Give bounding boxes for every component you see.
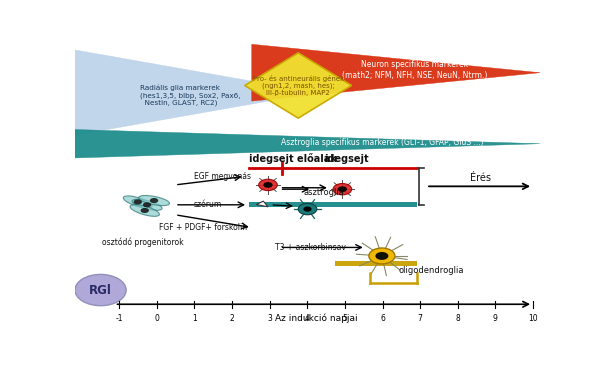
Circle shape: [338, 186, 347, 192]
Text: 0: 0: [154, 314, 159, 323]
Polygon shape: [245, 53, 352, 118]
Text: -1: -1: [115, 314, 123, 323]
Text: idegsejt előalak: idegsejt előalak: [250, 153, 337, 164]
Circle shape: [369, 248, 395, 264]
Polygon shape: [75, 50, 317, 135]
Text: RGl: RGl: [89, 283, 112, 297]
Ellipse shape: [132, 199, 162, 210]
Circle shape: [140, 208, 149, 213]
Circle shape: [376, 252, 388, 260]
Text: FGF + PDGF+ forskolin: FGF + PDGF+ forskolin: [158, 223, 247, 232]
Text: szérum: szérum: [194, 200, 222, 209]
Text: oligodendroglia: oligodendroglia: [398, 266, 464, 275]
Circle shape: [75, 275, 126, 306]
Text: 8: 8: [455, 314, 460, 323]
Text: 10: 10: [528, 314, 538, 323]
Text: 1: 1: [192, 314, 197, 323]
Circle shape: [298, 203, 317, 215]
Text: idegsejt: idegsejt: [324, 154, 368, 164]
Circle shape: [259, 179, 277, 191]
Ellipse shape: [124, 196, 152, 208]
Text: 2: 2: [230, 314, 235, 323]
Bar: [250, 202, 417, 207]
Text: 6: 6: [380, 314, 385, 323]
Text: Asztroglia specifikus markerek (GLT-1, GFAP, GluS ...): Asztroglia specifikus markerek (GLT-1, G…: [281, 138, 483, 147]
Circle shape: [304, 207, 311, 212]
Text: osztódó progenitorok: osztódó progenitorok: [101, 237, 183, 246]
Text: Neuron specifikus markerek
(math2; NFM, NFH, NSE, NeuN, Ntrm.): Neuron specifikus markerek (math2; NFM, …: [342, 60, 487, 80]
Text: 7: 7: [418, 314, 422, 323]
Text: Pro- és antineurális gének
(ngn1,2, mash, hes);
III-β-tubulin, MAP2: Pro- és antineurális gének (ngn1,2, mash…: [253, 75, 344, 96]
Circle shape: [150, 198, 158, 203]
Circle shape: [143, 202, 151, 207]
Text: 3: 3: [267, 314, 272, 323]
Circle shape: [134, 199, 142, 204]
Text: EGF megvonás: EGF megvonás: [194, 172, 251, 181]
Ellipse shape: [139, 196, 170, 206]
Text: Az indukció napjai: Az indukció napjai: [275, 313, 358, 323]
Polygon shape: [75, 130, 540, 158]
Polygon shape: [252, 44, 540, 101]
Circle shape: [333, 183, 352, 195]
Text: 5: 5: [343, 314, 347, 323]
Text: Érés: Érés: [470, 173, 491, 183]
Bar: [335, 261, 417, 266]
Text: 4: 4: [305, 314, 310, 323]
Polygon shape: [256, 201, 268, 207]
Circle shape: [263, 182, 272, 188]
Text: asztroglia: asztroglia: [304, 187, 344, 197]
Text: Radiális glia markerek
(hes1,3,5, blbp, Sox2, Pax6,
  Nestin, GLAST, RC2): Radiális glia markerek (hes1,3,5, blbp, …: [140, 85, 241, 106]
Ellipse shape: [130, 205, 160, 216]
Text: T3 + aszkorbinsav: T3 + aszkorbinsav: [275, 243, 346, 252]
Text: 9: 9: [493, 314, 498, 323]
